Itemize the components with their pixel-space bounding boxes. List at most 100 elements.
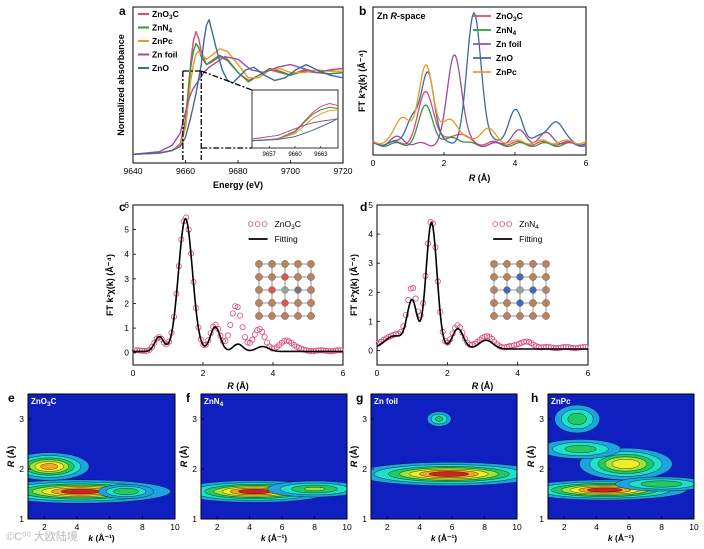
panel-f-ylabel-text: R (Å) xyxy=(179,446,189,468)
panel-d-xlabel: R (Å) xyxy=(472,381,494,391)
panel-f-title: ZnN4 xyxy=(204,397,224,408)
panel-g-ylabel-text: R (Å) xyxy=(349,446,359,468)
panel-g-xtick-label: 4 xyxy=(417,522,422,532)
panel-d-structure-inset-atom xyxy=(503,260,511,268)
panel-g-ytick-label: 3 xyxy=(362,414,367,424)
panel-d-structure-inset-atom xyxy=(529,299,537,307)
panel-e-contour-level xyxy=(60,488,100,495)
panel-e-xtick-label: 4 xyxy=(75,522,80,532)
panel-c-data-point xyxy=(224,332,231,339)
panel-d-ytick-label: 1 xyxy=(368,316,373,326)
panel-b-series-line xyxy=(372,54,587,148)
panel-b-legend-label: ZnO xyxy=(496,53,513,63)
panel-b-ylabel: FT k³χ(k) (Å⁻⁴) xyxy=(357,50,367,112)
panel-c-data-point xyxy=(261,334,268,341)
panel-f-ytick-label: 2 xyxy=(192,464,197,474)
panel-h-xtick-label: 2 xyxy=(562,522,567,532)
panel-c-structure-inset-atom xyxy=(268,312,276,320)
panel-d-structure-inset-atom xyxy=(490,260,498,268)
panel-c-legend-label: Fitting xyxy=(275,234,298,244)
panel-g-xtick-label: 2 xyxy=(385,522,390,532)
panel-d-structure-inset xyxy=(490,260,550,320)
panel-c-legend-marker xyxy=(261,221,268,227)
panel-a-zoom-connector xyxy=(201,70,253,149)
panel-d-xtick-label: 0 xyxy=(375,368,380,378)
panel-c-structure-inset-atom xyxy=(307,260,315,268)
panel-h-ytick-label: 1 xyxy=(539,514,544,524)
panel-f-ytick-label: 3 xyxy=(192,414,197,424)
panel-h-contour-level xyxy=(587,487,623,493)
panel-e-ylabel: R (Å) xyxy=(6,446,16,468)
watermark-text: ©C⁰⁰ 大欧陆境 xyxy=(6,531,78,543)
panel-c-data-point xyxy=(249,336,256,343)
panel-c-data-point xyxy=(229,310,236,317)
panel-h-xtick-label: 10 xyxy=(689,522,699,532)
panel-c-structure-inset-atom xyxy=(294,260,302,268)
panel-d-structure-inset-atom xyxy=(529,312,537,320)
panel-c-xlabel: R (Å) xyxy=(227,381,249,391)
panel-g-title: Zn foil xyxy=(374,397,398,406)
panel-b-series-line xyxy=(372,64,587,145)
panel-label-a: a xyxy=(119,4,126,18)
panel-d-structure-inset-atom xyxy=(490,286,498,294)
panel-d-ylabel: FT k²χ(k) (Å⁻⁴) xyxy=(349,254,359,316)
panel-g-contour-level xyxy=(428,471,469,477)
panel-d-structure-inset-atom xyxy=(529,286,537,294)
panel-b-title: Zn R-space xyxy=(377,11,426,21)
panel-c-structure-inset-atom xyxy=(294,273,302,281)
panel-label-g: g xyxy=(356,391,363,405)
panel-label-f: f xyxy=(186,391,191,405)
panel-d-structure-inset-atom xyxy=(503,286,511,294)
panel-d-ylabel-text: FT k²χ(k) (Å⁻⁴) xyxy=(349,254,359,316)
panel-label-d: d xyxy=(360,200,367,214)
panel-d-legend-label: Fitting xyxy=(519,234,542,244)
panel-c-ytick-label: 0 xyxy=(124,348,129,358)
panel-e-ytick-label: 2 xyxy=(19,464,24,474)
panel-a-xtick-label: 9700 xyxy=(281,166,300,176)
panel-d-ytick-label: 0 xyxy=(368,345,373,355)
panel-g-xtick-label: 8 xyxy=(482,522,487,532)
panel-g-contours xyxy=(371,394,517,519)
panel-f-contour-level xyxy=(238,489,271,494)
panel-g-axes xyxy=(370,393,518,520)
panel-b-legend-label: Zn foil xyxy=(496,39,522,49)
panel-f-ytick-label: 1 xyxy=(192,514,197,524)
panel-a-legend-label: ZnN4 xyxy=(152,23,173,35)
panel-h-xtick-label: 8 xyxy=(659,522,664,532)
panel-e-xtick-label: 10 xyxy=(170,522,180,532)
panel-f-xtick-label: 8 xyxy=(312,522,317,532)
panel-label-b: b xyxy=(359,4,366,18)
panel-h-xtick-label: 6 xyxy=(627,522,632,532)
panel-c-xtick-label: 6 xyxy=(341,368,346,378)
panel-c-axes xyxy=(132,204,344,366)
panel-e-xtick-label: 6 xyxy=(107,522,112,532)
panel-f-xlabel: k (Å⁻¹) xyxy=(261,533,287,543)
panel-d-structure-inset-atom xyxy=(490,273,498,281)
panel-c-data-point xyxy=(237,312,244,319)
panel-h-ytick-label: 2 xyxy=(539,464,544,474)
panel-c-structure-inset-atom xyxy=(281,260,289,268)
panel-c-structure-inset-atom xyxy=(307,312,315,320)
panel-f-ylabel: R (Å) xyxy=(179,446,189,468)
panel-c-structure-inset-atom xyxy=(268,260,276,268)
panel-d-structure-inset-atom xyxy=(503,273,511,281)
panel-c-structure-inset-atom xyxy=(281,273,289,281)
panel-c-legend-marker xyxy=(254,221,261,227)
panel-a-legend-label: ZnPc xyxy=(152,36,173,46)
panel-b-legend-label: ZnO3C xyxy=(496,11,523,23)
panel-e-xtick-label: 2 xyxy=(42,522,47,532)
panel-a-series-line xyxy=(132,55,344,156)
panel-h-contours xyxy=(548,394,694,519)
panel-d-legend-marker xyxy=(492,221,498,227)
panel-h-ylabel: R (Å) xyxy=(526,446,536,468)
panel-c-data-point xyxy=(335,347,342,354)
panel-d-structure-inset-atom xyxy=(516,286,524,294)
panel-d-structure-inset-atom xyxy=(529,273,537,281)
panel-h-xlabel: k (Å⁻¹) xyxy=(608,533,634,543)
panel-c-data-point xyxy=(227,321,234,328)
panel-h-ylabel-text: R (Å) xyxy=(526,446,536,468)
panel-d-structure-inset-atom xyxy=(542,286,550,294)
panel-c-data-point xyxy=(337,347,344,354)
panel-d-structure-inset-atom xyxy=(529,260,537,268)
panel-d-fit-line xyxy=(376,221,588,350)
